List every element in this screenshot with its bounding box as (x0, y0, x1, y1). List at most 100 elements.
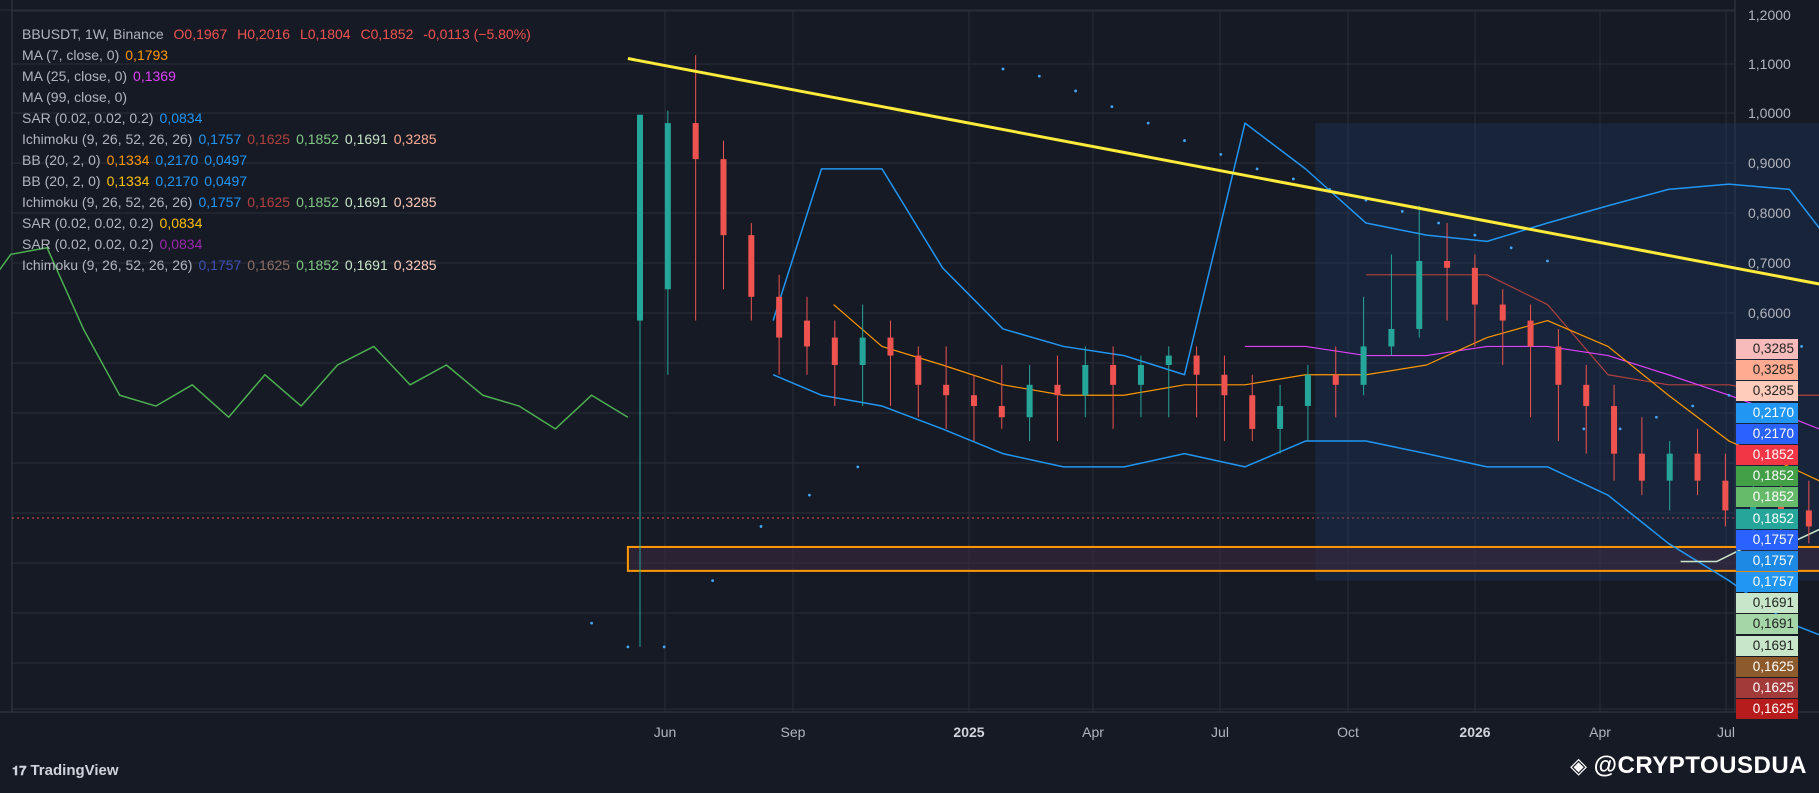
legend-row[interactable]: Ichimoku (9, 26, 52, 26, 26) 0,1757 0,1625… (22, 255, 531, 276)
sar-dot (1037, 74, 1041, 78)
legend-value: 0,3285 (393, 194, 437, 210)
sar-dot (1219, 152, 1223, 156)
indicator-lines (0, 122, 1819, 636)
candle-body (1638, 453, 1645, 481)
tradingview-logo[interactable]: 𝟏𝟕 TradingView (12, 762, 119, 779)
trendline-layer (627, 57, 1819, 286)
legend-value: 0,0834 (159, 236, 203, 252)
legend-row[interactable]: SAR (0.02, 0.02, 0.2) 0,0834 (22, 234, 531, 255)
legend-row[interactable]: Ichimoku (9, 26, 52, 26, 26) 0,1757 0,1625… (22, 129, 531, 150)
candle-body (1499, 304, 1506, 321)
sar-dot (590, 621, 593, 625)
support-zone (626, 545, 1819, 572)
candle-body (1722, 480, 1729, 511)
x-axis-tick-label: Sep (780, 724, 806, 740)
candle-body (859, 337, 866, 366)
legend-row[interactable]: BB (20, 2, 0) 0,1334 0,2170 0,0497 (22, 171, 531, 192)
open-value: O0,1967 (173, 26, 228, 42)
legend-row[interactable]: BB (20, 2, 0) 0,1334 0,2170 0,0497 (22, 150, 531, 171)
descending-trendline (627, 57, 1819, 286)
sar-dot (1110, 105, 1114, 108)
candle-body (915, 355, 922, 385)
legend-value: 0,1757 (198, 257, 242, 273)
price-tag: 0,1691 (1736, 593, 1798, 614)
legend-value: 0,1691 (344, 131, 388, 147)
ma25-line (1245, 345, 1819, 430)
sar-dot (1437, 221, 1440, 225)
legend-value: 0,1625 (247, 194, 291, 210)
legend-value: 0,3285 (393, 257, 437, 273)
sar-dot (1727, 393, 1731, 397)
candle-body (803, 320, 810, 347)
legend-row[interactable]: Ichimoku (9, 26, 52, 26, 26) 0,1757 0,1625… (22, 192, 531, 213)
legend-label: MA (7, close, 0) (22, 47, 120, 63)
x-axis-tick-label: Apr (1082, 724, 1104, 740)
legend-symbol-row: BBUSDT, 1W, Binance O0,1967 H0,2016 L0,1… (22, 24, 531, 45)
x-axis-tick-label: Jul (1211, 724, 1229, 740)
sar-dot (1183, 139, 1186, 142)
legend-label: BB (20, 2, 0) (22, 152, 101, 168)
legend-value: 0,1852 (296, 194, 339, 210)
sar-dot (1582, 427, 1586, 431)
legend-value: 0,2170 (155, 173, 199, 189)
legend-value: 0,1852 (296, 257, 339, 273)
candle-body (1471, 267, 1478, 305)
sar-dot (1074, 89, 1077, 93)
candle-body (1332, 374, 1339, 385)
x-axis-tick-label: Apr (1589, 724, 1611, 740)
sar-dot (1255, 167, 1259, 171)
candle-body (1026, 384, 1033, 418)
price-tag: 0,1852 (1736, 508, 1798, 529)
tradingview-icon: 𝟏𝟕 (12, 763, 27, 778)
candle-body (1360, 346, 1367, 385)
candle-body (1249, 395, 1256, 429)
candle-body (1666, 453, 1673, 481)
legend-value: 0,1757 (198, 194, 242, 210)
y-axis-tick-label: 1,0000 (1748, 105, 1791, 121)
x-axis-tick-label: Oct (1337, 724, 1359, 740)
candle-body (1277, 406, 1284, 429)
sar-dot (856, 465, 860, 469)
price-tag: 0,1852 (1736, 487, 1798, 508)
legend-value: 0,1369 (133, 68, 176, 84)
legend-value: 0,0497 (204, 152, 248, 168)
legend-row[interactable]: MA (99, close, 0) (22, 87, 531, 108)
legend-row[interactable]: SAR (0.02, 0.02, 0.2) 0,0834 (22, 108, 531, 129)
candle-body (1221, 374, 1228, 396)
legend-row[interactable]: MA (7, close, 0) 0,1793 (22, 45, 531, 66)
candle-body (1110, 365, 1117, 385)
candle-body (1304, 374, 1311, 407)
candle-body (1555, 346, 1562, 385)
legend-label: Ichimoku (9, 26, 52, 26, 26) (22, 257, 193, 273)
legend-value: 0,1852 (296, 131, 339, 147)
x-axis-tick-label: 2025 (953, 724, 985, 740)
candle-body (1444, 260, 1451, 268)
change-value: -0,0113 (−5.80%) (423, 26, 531, 42)
legend-row[interactable]: MA (25, close, 0) 0,1369 (22, 66, 531, 87)
sar-dot (1546, 259, 1549, 263)
y-axis-tick-label: 0,8000 (1748, 205, 1791, 221)
candle-body (1416, 260, 1423, 329)
sar-dot (1146, 121, 1150, 125)
legend-label: BB (20, 2, 0) (22, 173, 101, 189)
legend-value: 0,2170 (155, 152, 199, 168)
candle-body (1583, 384, 1590, 407)
low-value: L0,1804 (299, 26, 351, 42)
legend-value: 0,3285 (393, 131, 437, 147)
candle-body (970, 395, 977, 407)
legend-value: 0,1625 (247, 257, 291, 273)
legend-row[interactable]: SAR (0.02, 0.02, 0.2) 0,0834 (22, 213, 531, 234)
sar-dot (662, 645, 666, 649)
candle-body (637, 114, 643, 321)
price-tag: 0,1625 (1736, 656, 1798, 677)
ichimoku-cloud-past (1315, 123, 1819, 581)
watermark-label: @CRYPTOUSDUA (1593, 752, 1807, 779)
price-tag: 0,2170 (1736, 423, 1798, 444)
y-axis-tick-label: 0,9000 (1748, 155, 1791, 171)
candle-body (776, 296, 783, 338)
legend-value: 0,0834 (159, 215, 203, 231)
legend-label: Ichimoku (9, 26, 52, 26, 26) (22, 131, 193, 147)
candle-body (1694, 453, 1701, 481)
watermark: ◈ @CRYPTOUSDUA (1570, 752, 1807, 780)
